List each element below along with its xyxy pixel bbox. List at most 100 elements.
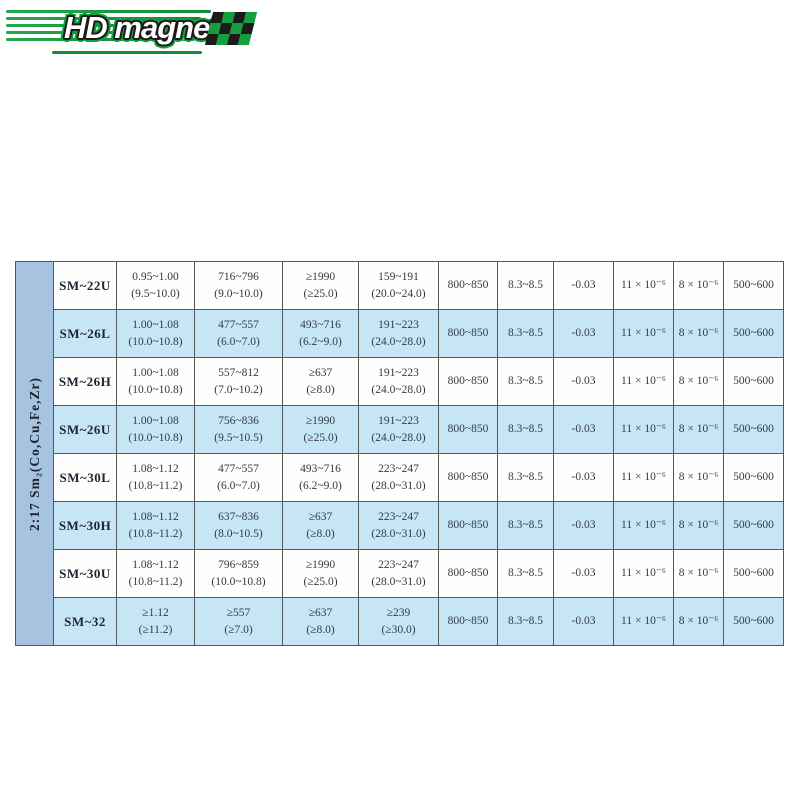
spec-value-line: (9.5~10.5) xyxy=(214,431,263,444)
grade-cell: SM~30H xyxy=(54,502,117,550)
spec-cell: 500~600 xyxy=(724,454,784,502)
spec-cell: 1.00~1.08 (10.0~10.8) xyxy=(117,310,195,358)
spec-cell: 800~850 xyxy=(439,502,498,550)
spec-value-line: 756~836 xyxy=(218,414,259,427)
series-label-strip: 2:17 Sm₂(Co,Cu,Fe,Zr) xyxy=(16,262,54,646)
spec-cell: -0.03 xyxy=(554,550,614,598)
spec-value-line: 1.08~1.12 xyxy=(132,462,179,475)
spec-value-line: 637~836 xyxy=(218,510,259,523)
spec-cell: ≥637 (≥8.0) xyxy=(283,598,359,646)
spec-value-line: (10.0~10.8) xyxy=(128,431,183,444)
spec-value-line: 191~223 xyxy=(378,318,419,331)
spec-value-line: 8.3~8.5 xyxy=(508,519,543,531)
spec-value-line: 800~850 xyxy=(447,615,489,627)
spec-cell: 8 × 10⁻⁶ xyxy=(674,598,724,646)
spec-value-line: 1.00~1.08 xyxy=(132,318,179,331)
logo-underline-swoosh xyxy=(52,51,202,54)
speed-line xyxy=(6,17,201,20)
spec-cell: 800~850 xyxy=(439,406,498,454)
spec-value-line: 11 × 10⁻⁶ xyxy=(621,279,666,291)
spec-value-line: 223~247 xyxy=(378,510,419,523)
spec-cell: 8 × 10⁻⁶ xyxy=(674,310,724,358)
spec-value-line: 557~812 xyxy=(218,366,259,379)
spec-value-line: 8.3~8.5 xyxy=(508,375,543,387)
spec-value-line: ≥1990 xyxy=(305,270,336,283)
spec-cell: 796~859 (10.0~10.8) xyxy=(195,550,283,598)
spec-cell: 500~600 xyxy=(724,310,784,358)
spec-cell: 8.3~8.5 xyxy=(498,358,554,406)
spec-value-line: (10.8~11.2) xyxy=(128,527,183,540)
spec-value-line: (≥25.0) xyxy=(303,431,338,444)
spec-value-line: 8 × 10⁻⁶ xyxy=(678,327,719,339)
spec-cell: 8 × 10⁻⁶ xyxy=(674,502,724,550)
spec-cell: 500~600 xyxy=(724,406,784,454)
magnet-spec-table: 2:17 Sm₂(Co,Cu,Fe,Zr) SM~22U 0.95~1.00 (9.… xyxy=(15,261,784,646)
spec-cell: 11 × 10⁻⁶ xyxy=(614,550,674,598)
spec-value-line: (≥8.0) xyxy=(306,623,335,636)
spec-value-line: 11 × 10⁻⁶ xyxy=(621,423,666,435)
spec-value-line: (10.0~10.8) xyxy=(128,383,183,396)
spec-cell: ≥1990 (≥25.0) xyxy=(283,550,359,598)
spec-value-line: 500~600 xyxy=(733,615,774,627)
spec-cell: 8 × 10⁻⁶ xyxy=(674,406,724,454)
spec-cell: -0.03 xyxy=(554,598,614,646)
spec-value-line: (6.2~9.0) xyxy=(299,335,342,348)
spec-value-line: 8.3~8.5 xyxy=(508,279,543,291)
spec-cell: ≥637 (≥8.0) xyxy=(283,358,359,406)
spec-cell: 1.08~1.12 (10.8~11.2) xyxy=(117,502,195,550)
spec-cell: 8.3~8.5 xyxy=(498,406,554,454)
spec-value-line: 8 × 10⁻⁶ xyxy=(678,375,719,387)
spec-value-line: 500~600 xyxy=(733,279,774,291)
spec-value-line: -0.03 xyxy=(571,519,596,531)
speed-line xyxy=(6,24,191,27)
spec-value-line: (≥8.0) xyxy=(306,527,335,540)
spec-value-line: ≥1990 xyxy=(305,414,336,427)
checker-square xyxy=(237,34,252,45)
spec-cell: 8.3~8.5 xyxy=(498,550,554,598)
spec-cell: 8 × 10⁻⁶ xyxy=(674,550,724,598)
spec-value-line: ≥637 xyxy=(308,606,333,619)
grade-cell: SM~26U xyxy=(54,406,117,454)
spec-value-line: (≥25.0) xyxy=(303,287,338,300)
spec-value-line: 8 × 10⁻⁶ xyxy=(678,423,719,435)
spec-value-line: 191~223 xyxy=(378,414,419,427)
spec-cell: 800~850 xyxy=(439,550,498,598)
spec-grid: SM~22U 0.95~1.00 (9.5~10.0) 716~796 (9.0~10.… xyxy=(54,262,784,646)
series-label: 2:17 Sm₂(Co,Cu,Fe,Zr) xyxy=(27,376,42,532)
spec-cell: 191~223 (24.0~28.0) xyxy=(359,358,439,406)
spec-value-line: 11 × 10⁻⁶ xyxy=(621,327,666,339)
spec-cell: 8 × 10⁻⁶ xyxy=(674,262,724,310)
spec-cell: 11 × 10⁻⁶ xyxy=(614,358,674,406)
spec-value-line: 500~600 xyxy=(733,423,774,435)
spec-value-line: 223~247 xyxy=(378,558,419,571)
spec-cell: 756~836 (9.5~10.5) xyxy=(195,406,283,454)
spec-value-line: 796~859 xyxy=(218,558,259,571)
spec-value-line: -0.03 xyxy=(571,375,596,387)
spec-cell: ≥637 (≥8.0) xyxy=(283,502,359,550)
spec-value-line: 500~600 xyxy=(733,375,774,387)
spec-value-line: 800~850 xyxy=(447,279,489,291)
spec-cell: -0.03 xyxy=(554,358,614,406)
spec-cell: 477~557 (6.0~7.0) xyxy=(195,310,283,358)
spec-cell: 159~191 (20.0~24.0) xyxy=(359,262,439,310)
spec-value-line: 8 × 10⁻⁶ xyxy=(678,279,719,291)
checker-square xyxy=(243,12,258,23)
spec-value-line: ≥557 xyxy=(226,606,251,619)
spec-cell: 800~850 xyxy=(439,358,498,406)
spec-value-line: 1.00~1.08 xyxy=(132,414,179,427)
spec-value-line: ≥637 xyxy=(308,366,333,379)
spec-value-line: -0.03 xyxy=(571,615,596,627)
spec-cell: 11 × 10⁻⁶ xyxy=(614,502,674,550)
spec-value-line: 1.08~1.12 xyxy=(132,510,179,523)
spec-cell: 500~600 xyxy=(724,262,784,310)
spec-cell: ≥1.12 (≥11.2) xyxy=(117,598,195,646)
spec-value-line: 223~247 xyxy=(378,462,419,475)
spec-cell: 11 × 10⁻⁶ xyxy=(614,598,674,646)
spec-cell: 11 × 10⁻⁶ xyxy=(614,310,674,358)
spec-cell: -0.03 xyxy=(554,406,614,454)
checkered-flag-icon xyxy=(204,12,258,45)
spec-value-line: 159~191 xyxy=(378,270,419,283)
spec-cell: 500~600 xyxy=(724,358,784,406)
spec-value-line: 800~850 xyxy=(447,327,489,339)
spec-value-line: 477~557 xyxy=(218,462,259,475)
